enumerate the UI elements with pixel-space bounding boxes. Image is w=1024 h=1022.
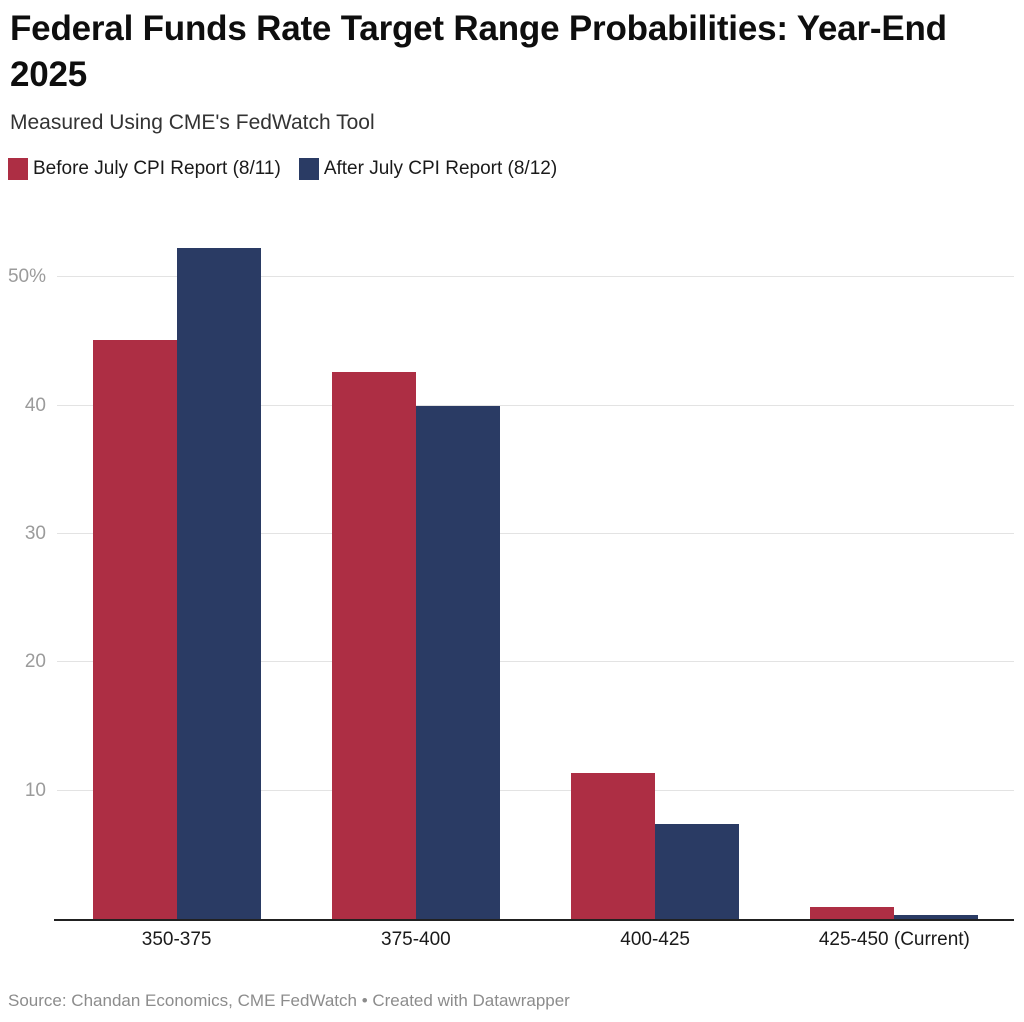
y-tick-label: 40 — [24, 394, 46, 416]
gridline — [57, 661, 1014, 663]
bar-after-375-400 — [415, 405, 500, 919]
plot-area — [54, 226, 1014, 921]
bar-after-425-450-current- — [894, 915, 979, 919]
x-axis-label: 350-375 — [141, 929, 212, 950]
source-note: Source: Chandan Economics, CME FedWatch … — [8, 991, 570, 1010]
gridline — [57, 404, 1014, 406]
bar-before-350-375 — [92, 340, 177, 919]
bar-chart: 10 20 30 40 50% 350-375 375-400 400-425 425-450… — [0, 226, 1024, 950]
bar-after-400-425 — [655, 824, 740, 919]
gridline — [57, 789, 1014, 791]
legend-swatch-after-icon — [298, 158, 319, 180]
bar-before-425-450-current- — [810, 907, 895, 919]
x-axis-label: 375-400 — [381, 929, 451, 950]
chart-subtitle: Measured Using CME's FedWatch Tool — [10, 111, 375, 134]
bar-before-400-425 — [571, 772, 656, 919]
gridline — [57, 533, 1014, 534]
chart-title: Federal Funds Rate Target Range Probabil… — [10, 9, 947, 94]
x-axis-label: 400-425 — [620, 929, 690, 950]
y-tick-label: 50% — [7, 266, 46, 288]
y-tick-label: 20 — [24, 651, 46, 673]
y-tick-label: 30 — [24, 523, 46, 544]
legend-label-after: After July CPI Report (8/12) — [323, 158, 558, 179]
legend: Before July CPI Report (8/11) After July… — [8, 158, 557, 180]
bar-after-350-375 — [176, 247, 261, 919]
bar-before-375-400 — [331, 372, 416, 919]
y-axis: 10 20 30 40 50% — [0, 226, 46, 919]
gridline — [57, 276, 1014, 278]
legend-item-after: After July CPI Report (8/12) — [298, 158, 558, 180]
y-tick-label: 10 — [24, 779, 46, 801]
x-axis-label: 425-450 (Current) — [818, 929, 970, 950]
x-axis-line — [54, 919, 1014, 921]
legend-swatch-before-icon — [8, 158, 28, 180]
legend-item-before: Before July CPI Report (8/11) — [8, 158, 281, 180]
legend-label-before: Before July CPI Report (8/11) — [33, 158, 281, 179]
